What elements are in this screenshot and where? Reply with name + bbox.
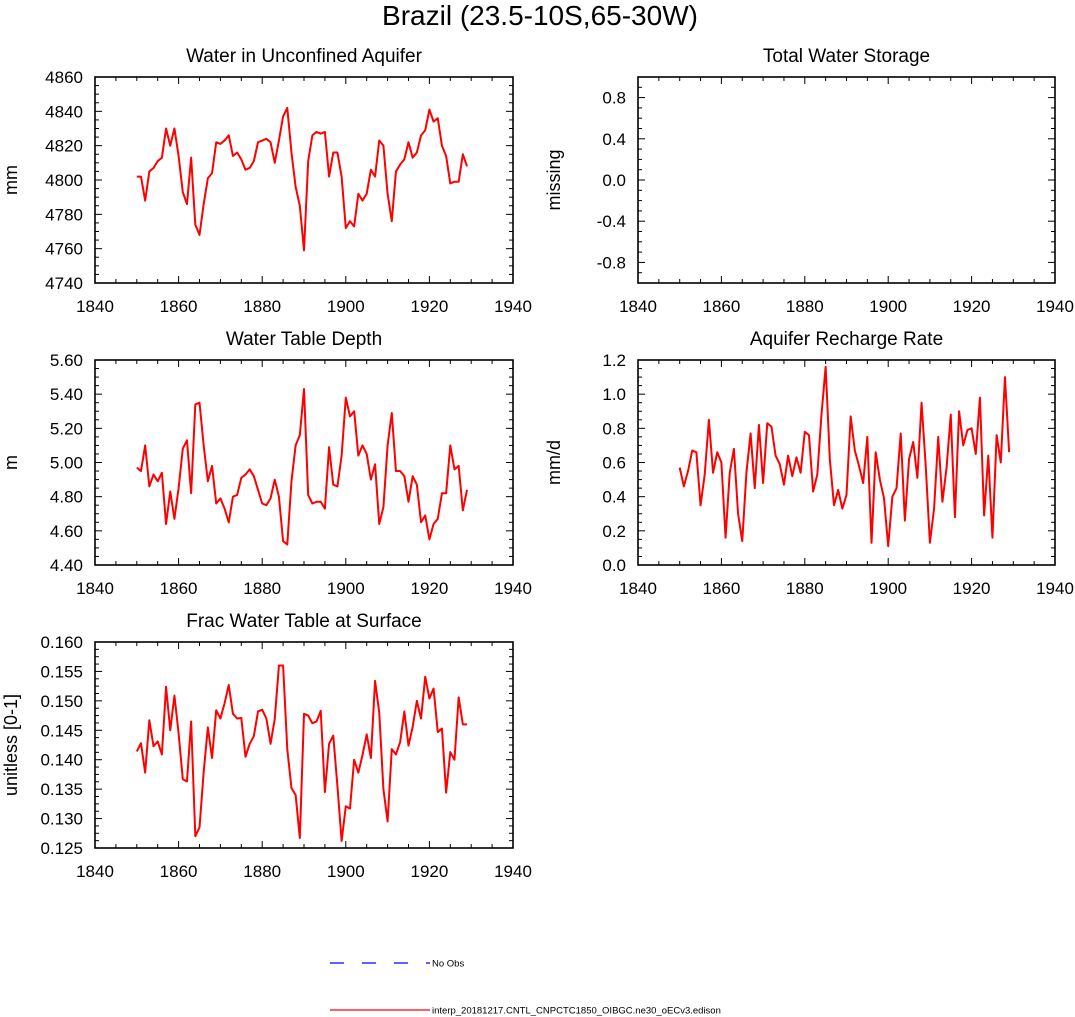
x-tick-label: 1860 xyxy=(160,297,198,316)
x-tick-label: 1840 xyxy=(619,579,657,598)
y-tick-label: 4.60 xyxy=(50,522,83,541)
legend-label-model: interp_20181217.CNTL_CNPCTC1850_OIBGC.ne… xyxy=(432,1006,721,1017)
y-tick-label: 0.0 xyxy=(602,556,626,575)
plot-frame xyxy=(637,76,1056,284)
y-axis-label: mm xyxy=(1,165,21,195)
panel-title: Aquifer Recharge Rate xyxy=(750,329,943,350)
x-tick-label: 1940 xyxy=(1036,297,1074,316)
panel-title: Frac Water Table at Surface xyxy=(186,611,422,632)
y-tick-label: 1.2 xyxy=(602,351,626,370)
y-tick-label: 4740 xyxy=(45,274,83,293)
x-tick-label: 1840 xyxy=(76,579,114,598)
series-line-wtd xyxy=(136,388,468,546)
legend-label-no-obs: No Obs xyxy=(432,959,464,970)
y-axis-label: unitless [0-1] xyxy=(1,694,21,796)
panel-wtd: Water Table Depth 1840 1860 1880 1900 1920 194… xyxy=(1,329,532,598)
y-axis-label: m xyxy=(1,455,21,470)
series-line-frac xyxy=(135,664,468,842)
x-tick-label: 1880 xyxy=(243,297,281,316)
figure-title: Brazil (23.5-10S,65-30W) xyxy=(382,0,698,31)
panel-title: Water in Unconfined Aquifer xyxy=(186,46,423,67)
x-tick-label: 1920 xyxy=(410,862,448,881)
x-tick-label: 1900 xyxy=(327,862,365,881)
x-tick-label: 1900 xyxy=(327,297,365,316)
y-tick-label: 0.8 xyxy=(602,89,626,108)
y-tick-label: 0.0 xyxy=(602,171,626,190)
x-tick-label: 1920 xyxy=(953,579,991,598)
y-tick-label: 0.150 xyxy=(40,692,83,711)
series-line-recharge xyxy=(678,365,1011,548)
x-tick-label: 1940 xyxy=(1036,579,1074,598)
panel-title: Total Water Storage xyxy=(763,46,930,67)
y-tick-label: 5.60 xyxy=(50,351,83,370)
x-tick-label: 1840 xyxy=(76,862,114,881)
y-tick-label: 0.130 xyxy=(40,810,83,829)
x-tick-label: 1880 xyxy=(786,297,824,316)
panel-recharge: Aquifer Recharge Rate 1840 1860 1880 1900 192… xyxy=(544,329,1074,598)
x-tick-label: 1920 xyxy=(410,579,448,598)
legend: No Obs interp_20181217.CNTL_CNPCTC1850_O… xyxy=(330,959,721,1017)
y-tick-label: 0.160 xyxy=(40,633,83,652)
x-tick-label: 1900 xyxy=(869,297,907,316)
panels: Water in Unconfined Aquifer 1840 1860 1880 1… xyxy=(1,46,1074,881)
x-tick-label: 1880 xyxy=(243,579,281,598)
y-tick-label: 4820 xyxy=(45,137,83,156)
x-tick-label: 1900 xyxy=(327,579,365,598)
y-tick-label: 0.4 xyxy=(602,488,626,507)
y-tick-label: 4800 xyxy=(45,171,83,190)
panel-unconfined: Water in Unconfined Aquifer 1840 1860 1880 1… xyxy=(1,46,532,316)
x-tick-label: 1860 xyxy=(160,862,198,881)
x-tick-label: 1940 xyxy=(494,579,532,598)
y-tick-label: 0.125 xyxy=(40,839,83,858)
y-tick-label: 0.2 xyxy=(602,522,626,541)
y-axis-label: mm/d xyxy=(544,440,564,485)
y-tick-label: 4.40 xyxy=(50,556,83,575)
x-tick-label: 1860 xyxy=(160,579,198,598)
x-tick-label: 1920 xyxy=(410,297,448,316)
y-tick-label: 0.140 xyxy=(40,751,83,770)
y-tick-label: 0.155 xyxy=(40,662,83,681)
y-tick-label: 5.00 xyxy=(50,454,83,473)
y-tick-label: 4760 xyxy=(45,240,83,259)
y-tick-label: 0.8 xyxy=(602,419,626,438)
y-tick-label: 4840 xyxy=(45,102,83,121)
y-tick-label: -0.4 xyxy=(597,212,626,231)
x-tick-label: 1880 xyxy=(786,579,824,598)
panel-title: Water Table Depth xyxy=(226,329,382,350)
y-tick-label: 4860 xyxy=(45,68,83,87)
y-tick-label: 4.80 xyxy=(50,488,83,507)
y-tick-label: 5.40 xyxy=(50,385,83,404)
x-tick-label: 1920 xyxy=(953,297,991,316)
y-tick-label: 0.145 xyxy=(40,721,83,740)
series-line-unconfined xyxy=(136,106,468,252)
x-tick-label: 1900 xyxy=(869,579,907,598)
x-tick-label: 1940 xyxy=(494,862,532,881)
x-tick-label: 1840 xyxy=(76,297,114,316)
x-tick-label: 1880 xyxy=(243,862,281,881)
x-tick-label: 1840 xyxy=(619,297,657,316)
y-tick-label: -0.8 xyxy=(597,253,626,272)
x-tick-label: 1860 xyxy=(702,297,740,316)
y-tick-label: 0.6 xyxy=(602,454,626,473)
panel-tws: Total Water Storage 1840 1860 1880 1900 1920 1… xyxy=(544,46,1074,316)
y-tick-label: 5.20 xyxy=(50,419,83,438)
panel-frac: Frac Water Table at Surface 1840 1860 1880 1… xyxy=(1,611,532,881)
y-tick-label: 4780 xyxy=(45,205,83,224)
x-tick-label: 1860 xyxy=(702,579,740,598)
x-tick-label: 1940 xyxy=(494,297,532,316)
y-tick-label: 0.4 xyxy=(602,130,626,149)
y-tick-label: 1.0 xyxy=(602,385,626,404)
y-tick-label: 0.135 xyxy=(40,780,83,799)
y-axis-label: missing xyxy=(544,149,564,210)
plot-frame xyxy=(94,641,514,849)
